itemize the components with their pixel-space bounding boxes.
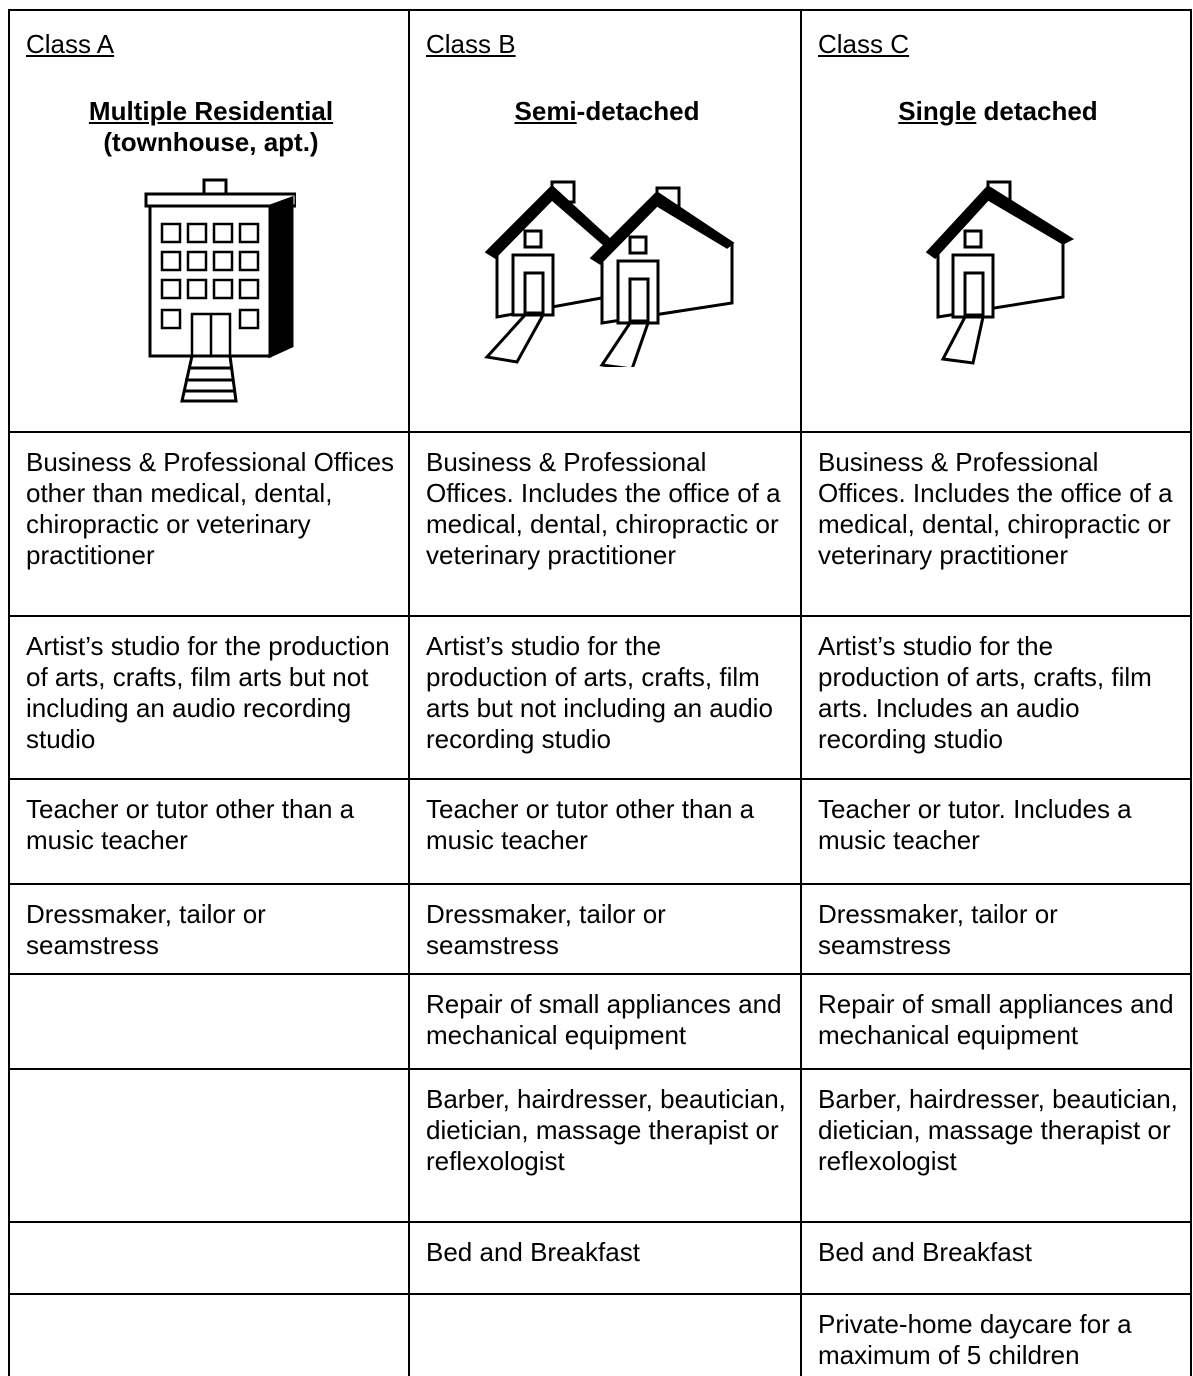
table-cell: Dressmaker, tailor or seamstress (8, 883, 410, 975)
apartment-icon (144, 178, 296, 403)
title-underlined: Single (898, 96, 977, 126)
table-cell: Business & Professional Offices. Include… (408, 431, 802, 617)
table-cell (8, 1068, 410, 1223)
title-underlined: Semi (514, 96, 577, 126)
table-row: Teacher or tutor other than a music teac… (8, 778, 1192, 885)
semi-detached-icon (484, 180, 735, 367)
class-label: Class B (426, 29, 516, 59)
table-cell: Dressmaker, tailor or seamstress (408, 883, 802, 975)
table-row: Business & Professional Offices other th… (8, 431, 1192, 617)
table-cell: Artist’s studio for the production of ar… (408, 615, 802, 780)
table-cell: Bed and Breakfast (800, 1221, 1192, 1295)
single-detached-icon (925, 180, 1075, 365)
table-cell: Artist’s studio for the production of ar… (800, 615, 1192, 780)
title-rest: detached (983, 96, 1098, 126)
table-row: Repair of small appliances and mechanica… (8, 973, 1192, 1070)
class-label: Class A (26, 29, 115, 59)
table-cell: Bed and Breakfast (408, 1221, 802, 1295)
table-cell (8, 973, 410, 1070)
table-cell: Private-home daycare for a maximum of 5 … (800, 1293, 1192, 1376)
classes-table: Class A Multiple Residential (townhouse, … (8, 9, 1192, 1376)
table-row: Dressmaker, tailor or seamstress Dressmak… (8, 883, 1192, 975)
title-rest: (townhouse, apt.) (103, 127, 319, 157)
header-cell: Class C Single detached (800, 9, 1192, 433)
table-cell: Repair of small appliances and mechanica… (800, 973, 1192, 1070)
table-cell: Barber, hairdresser, beautician, dietici… (408, 1068, 802, 1223)
table-cell: Teacher or tutor other than a music teac… (408, 778, 802, 885)
table-cell: Barber, hairdresser, beautician, dietici… (800, 1068, 1192, 1223)
table-cell (8, 1221, 410, 1295)
table-cell (8, 1293, 410, 1376)
class-title: Single detached (818, 96, 1178, 127)
title-underlined: Multiple Residential (88, 96, 334, 126)
class-title: Multiple Residential (townhouse, apt.) (26, 96, 396, 158)
header-cell: Class A Multiple Residential (townhouse, … (8, 9, 410, 433)
header-cell: Class B Semi-detached (408, 9, 802, 433)
class-label: Class C (818, 29, 910, 59)
table-row: Barber, hairdresser, beautician, dietici… (8, 1068, 1192, 1223)
table-cell: Teacher or tutor other than a music teac… (8, 778, 410, 885)
table-cell: Business & Professional Offices other th… (8, 431, 410, 617)
header-row: Class A Multiple Residential (townhouse, … (8, 9, 1192, 433)
table-cell: Teacher or tutor. Includes a music teach… (800, 778, 1192, 885)
table-cell: Business & Professional Offices. Include… (800, 431, 1192, 617)
class-title: Semi-detached (426, 96, 788, 127)
table-cell: Artist’s studio for the production of ar… (8, 615, 410, 780)
table-row: Artist’s studio for the production of ar… (8, 615, 1192, 780)
title-rest: -detached (576, 96, 700, 126)
table-row: Private-home daycare for a maximum of 5 … (8, 1293, 1192, 1376)
table-cell: Repair of small appliances and mechanica… (408, 973, 802, 1070)
table-row: Bed and Breakfast Bed and Breakfast (8, 1221, 1192, 1295)
table-cell (408, 1293, 802, 1376)
table-cell: Dressmaker, tailor or seamstress (800, 883, 1192, 975)
